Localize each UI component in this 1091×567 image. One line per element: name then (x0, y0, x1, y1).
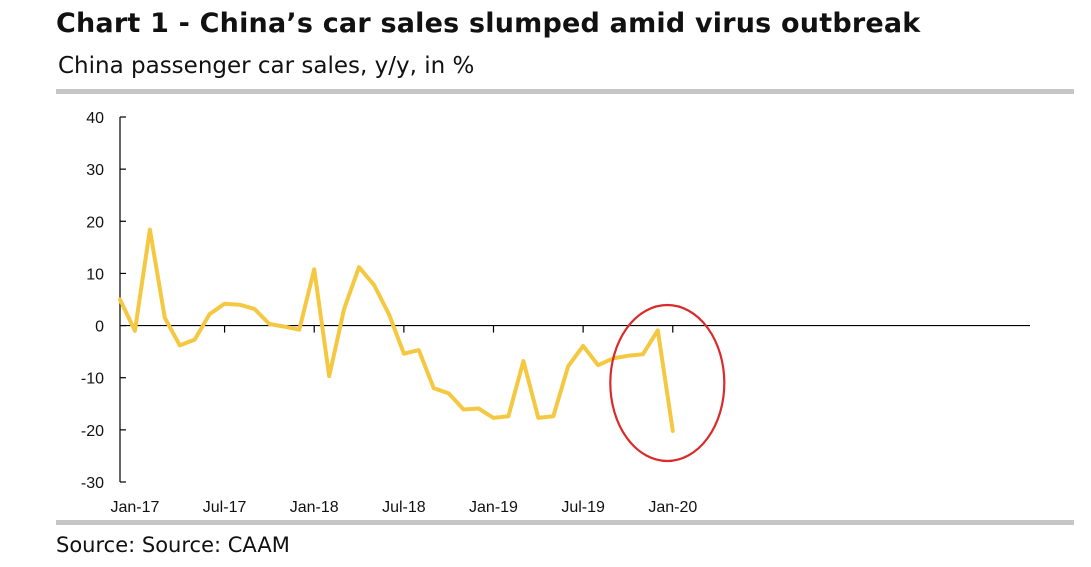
highlight-circle (609, 303, 726, 463)
top-divider (56, 89, 1074, 94)
y-tick-label: 0 (95, 319, 104, 336)
chart-title: Chart 1 - China’s car sales slumped amid… (56, 8, 921, 39)
x-axis: Jan-17 Jul-17 Jan-18 Jul-18 Jan-19 Jul-19 Jan-… (110, 324, 1030, 516)
y-axis: 40 30 20 10 0 -10 -20 -30 (81, 110, 126, 492)
x-tick-label: Jan-17 (110, 499, 159, 516)
x-tick-label: Jul-18 (382, 499, 426, 516)
y-tick-label: -10 (81, 371, 104, 388)
line-chart: 40 30 20 10 0 -10 -20 -30 Jan-17 Jul-17 Jan-18 Jul… (81, 110, 1030, 516)
chart-subtitle: China passenger car sales, y/y, in % (58, 53, 475, 79)
series-layer (118, 227, 675, 433)
y-tick-label: 30 (86, 162, 104, 179)
y-tick-label: -20 (81, 423, 104, 440)
annotation-layer (609, 303, 726, 463)
x-tick-label: Jul-17 (203, 499, 247, 516)
bottom-divider (56, 520, 1074, 525)
y-tick-label: 10 (86, 266, 104, 283)
x-tick-label: Jul-19 (561, 499, 605, 516)
x-tick-label: Jan-19 (469, 499, 518, 516)
source-note: Source: Source: CAAM (56, 533, 290, 557)
y-tick-label: -30 (81, 475, 104, 492)
y-tick-label: 40 (86, 110, 104, 127)
series-line (118, 227, 675, 433)
y-tick-label: 20 (86, 214, 104, 231)
x-tick-label: Jan-20 (648, 499, 697, 516)
x-tick-label: Jan-18 (290, 499, 339, 516)
